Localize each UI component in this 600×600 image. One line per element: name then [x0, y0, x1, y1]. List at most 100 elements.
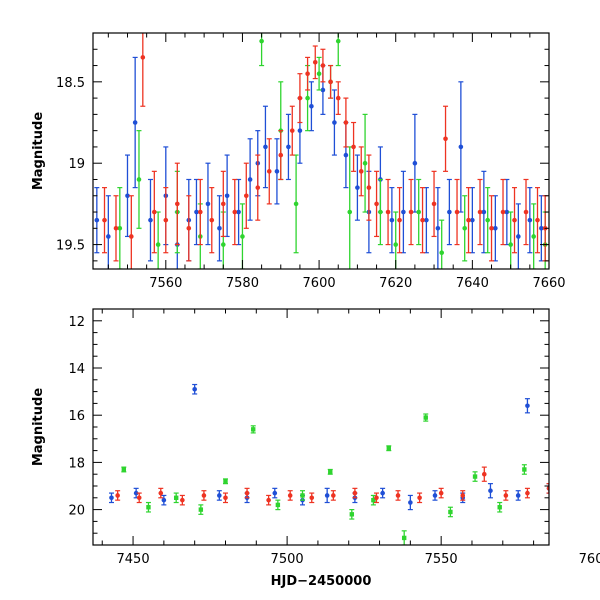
data-point	[535, 187, 541, 254]
data-point	[201, 490, 207, 501]
data-point	[117, 187, 123, 269]
bottom-panel: 745075007550760076501214161820 Magnitude…	[31, 308, 600, 589]
data-point	[374, 170, 380, 238]
data-point	[222, 478, 228, 485]
data-point	[447, 506, 453, 518]
data-point	[192, 383, 198, 395]
data-point	[503, 490, 509, 501]
data-point	[324, 487, 330, 504]
data-point	[101, 187, 107, 254]
y-tick-label: 18	[68, 456, 85, 471]
y-tick-label: 12	[68, 315, 85, 330]
data-point	[460, 490, 466, 501]
data-point	[272, 487, 278, 499]
data-point	[432, 490, 438, 501]
data-point	[220, 170, 226, 238]
data-point	[216, 195, 222, 262]
x-tick-label: 7600	[303, 276, 336, 291]
data-point	[161, 494, 167, 506]
data-point	[408, 178, 414, 246]
data-point	[397, 187, 403, 254]
data-point	[523, 178, 529, 246]
data-point	[331, 89, 337, 156]
data-point	[524, 398, 530, 414]
data-point	[113, 195, 119, 262]
data-point	[132, 56, 138, 189]
data-point	[362, 113, 368, 213]
data-point	[438, 487, 444, 499]
y-tick-label: 20	[68, 504, 85, 519]
bottom-panel-frame	[92, 308, 550, 546]
data-point	[140, 33, 146, 107]
bottom-panel-ticks: 745075007550760076501214161820	[68, 308, 600, 567]
data-point	[481, 170, 487, 254]
data-point	[128, 195, 134, 269]
top-panel-points	[94, 33, 548, 269]
data-point	[481, 466, 487, 482]
data-point	[420, 187, 426, 254]
y-tick-label: 19.5	[56, 239, 85, 254]
data-point	[352, 487, 358, 499]
data-point	[262, 105, 268, 189]
data-point	[431, 170, 437, 238]
data-point	[151, 170, 157, 254]
data-point	[312, 45, 318, 80]
data-point	[287, 490, 293, 501]
data-point	[316, 56, 322, 91]
data-point	[145, 501, 151, 513]
data-point	[163, 187, 169, 254]
data-point	[327, 468, 333, 475]
data-point	[244, 487, 250, 499]
data-point	[136, 492, 142, 504]
x-tick-label: 7620	[379, 276, 412, 291]
data-point	[222, 492, 228, 504]
data-point	[259, 33, 265, 67]
data-point	[524, 487, 530, 499]
bottom-panel-points	[108, 383, 549, 545]
data-point	[239, 203, 245, 269]
data-point	[198, 504, 204, 515]
x-tick-label: 7580	[226, 276, 259, 291]
data-point	[305, 56, 311, 91]
x-tick-label: 7640	[456, 276, 489, 291]
data-point	[370, 494, 376, 506]
bottom-panel-x-axis-label: HJD−2450000	[271, 574, 372, 589]
data-point	[386, 445, 392, 452]
data-point	[335, 33, 341, 67]
data-point	[489, 195, 495, 262]
data-point	[179, 494, 185, 506]
data-point	[289, 105, 295, 156]
data-point	[497, 501, 503, 513]
x-tick-label: 7600	[579, 552, 600, 567]
data-point	[527, 187, 533, 254]
y-tick-label: 16	[68, 409, 85, 424]
data-point	[472, 471, 478, 482]
data-point	[328, 64, 334, 99]
data-point	[531, 203, 537, 269]
x-tick-label: 7450	[117, 552, 150, 567]
x-tick-label: 7560	[149, 276, 182, 291]
top-panel: 7560 7580 7600 7620 7640 7660 18.5 19 19.5 Magni…	[31, 32, 566, 291]
data-point	[377, 178, 383, 246]
data-point	[297, 73, 303, 124]
data-point	[349, 509, 355, 520]
data-point	[485, 187, 491, 254]
data-point	[417, 492, 423, 504]
data-point	[443, 105, 449, 172]
data-point	[94, 187, 100, 254]
data-point	[423, 413, 429, 422]
x-tick-label: 7500	[271, 552, 304, 567]
data-point	[232, 178, 238, 246]
data-point	[275, 499, 281, 511]
data-point	[515, 490, 521, 501]
data-point	[173, 492, 179, 504]
top-panel-y-axis-label: Magnitude	[31, 112, 46, 191]
data-point	[186, 195, 192, 262]
data-point	[416, 178, 422, 246]
data-point	[512, 187, 518, 254]
data-point	[121, 466, 127, 473]
data-point	[147, 178, 153, 262]
data-point	[343, 97, 349, 148]
data-point	[400, 170, 406, 254]
